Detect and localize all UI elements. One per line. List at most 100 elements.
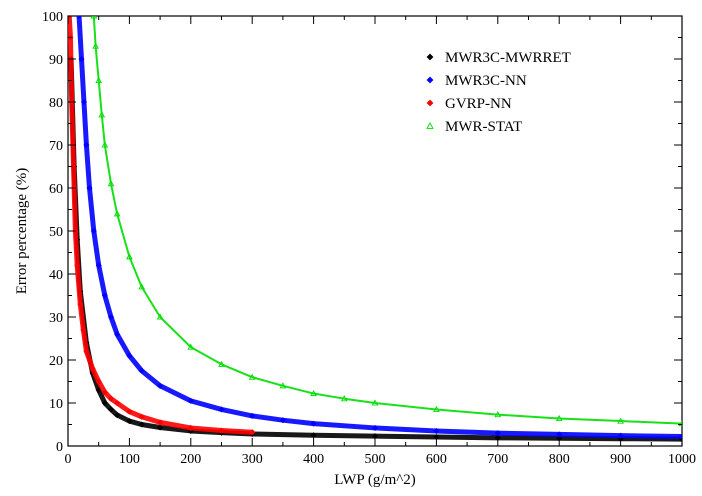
legend: MWR3C-MWRRET MWR3C-NN GVRP-NN MWR-STAT bbox=[426, 50, 571, 135]
data-point bbox=[83, 141, 90, 149]
data-point bbox=[114, 399, 121, 407]
data-point bbox=[555, 414, 563, 422]
data-point bbox=[249, 429, 256, 436]
x-tick-label: 300 bbox=[242, 452, 263, 467]
data-point bbox=[86, 184, 93, 192]
x-tick-label: 1000 bbox=[668, 452, 696, 467]
data-point bbox=[90, 227, 97, 235]
data-point bbox=[92, 42, 99, 49]
plot-frame bbox=[67, 15, 683, 447]
data-point bbox=[310, 390, 317, 397]
data-point bbox=[98, 111, 106, 118]
data-point bbox=[126, 408, 133, 415]
data-point bbox=[95, 262, 102, 269]
data-point bbox=[617, 417, 624, 424]
y-tick-label: 90 bbox=[49, 53, 63, 68]
data-point bbox=[138, 413, 145, 420]
data-point bbox=[218, 360, 225, 367]
data-marks bbox=[68, 16, 682, 443]
data-point bbox=[107, 406, 115, 413]
x-tick-label: 200 bbox=[180, 452, 201, 467]
data-point bbox=[114, 331, 121, 338]
y-tick-label: 40 bbox=[49, 268, 63, 283]
legend-marker bbox=[426, 122, 434, 129]
series-mwr-stat bbox=[90, 16, 682, 427]
x-tick-label: 600 bbox=[426, 452, 447, 467]
legend-label: GVRP-NN bbox=[445, 96, 512, 112]
series-mwr3c-nn bbox=[76, 16, 682, 440]
legend-label: MWR-STAT bbox=[445, 119, 522, 135]
y-tick-label: 30 bbox=[49, 311, 63, 326]
data-point bbox=[340, 395, 348, 402]
x-axis-title: LWP (g/m^2) bbox=[334, 472, 416, 488]
data-point bbox=[371, 424, 379, 431]
legend-marker bbox=[426, 99, 434, 107]
data-point bbox=[187, 424, 194, 431]
data-point bbox=[157, 419, 164, 426]
data-point bbox=[138, 367, 145, 374]
data-point bbox=[310, 420, 317, 427]
legend-marker bbox=[426, 53, 434, 61]
data-point bbox=[678, 420, 682, 427]
data-point bbox=[83, 348, 90, 355]
y-tick-label: 50 bbox=[49, 225, 63, 240]
data-point bbox=[101, 399, 108, 407]
series-line bbox=[92, 16, 682, 425]
data-point bbox=[138, 283, 146, 290]
data-point bbox=[157, 382, 164, 389]
y-tick-label: 20 bbox=[49, 354, 63, 369]
data-point bbox=[77, 301, 84, 308]
data-point bbox=[101, 292, 108, 299]
data-point bbox=[126, 352, 133, 359]
x-tick-label: 100 bbox=[119, 452, 140, 467]
data-point bbox=[101, 389, 108, 396]
data-point bbox=[556, 431, 563, 438]
data-point bbox=[90, 16, 98, 19]
data-point bbox=[89, 365, 96, 372]
data-point bbox=[310, 432, 317, 439]
data-point bbox=[494, 411, 502, 418]
data-point bbox=[279, 382, 287, 389]
series-line bbox=[76, 16, 682, 440]
y-tick-label: 100 bbox=[42, 10, 63, 25]
data-point bbox=[80, 326, 87, 333]
data-point bbox=[76, 16, 83, 20]
data-point bbox=[433, 427, 440, 434]
y-axis-title: Error percentage (%) bbox=[14, 168, 30, 295]
data-point bbox=[187, 343, 195, 350]
data-point bbox=[678, 433, 682, 440]
axis-ticks: 0 100 200 300 400 500 600 700 800 900 1000 0 10 20 30 4… bbox=[42, 10, 696, 467]
data-point bbox=[433, 405, 440, 412]
x-tick-label: 400 bbox=[303, 452, 324, 467]
legend-label: MWR3C-MWRRET bbox=[445, 50, 571, 66]
y-tick-label: 10 bbox=[49, 397, 63, 412]
y-tick-label: 70 bbox=[49, 139, 63, 154]
data-point bbox=[126, 418, 133, 425]
x-tick-label: 700 bbox=[487, 452, 508, 467]
data-point bbox=[494, 430, 501, 437]
data-point bbox=[107, 395, 115, 402]
data-point bbox=[95, 378, 102, 385]
data-point bbox=[138, 421, 145, 428]
x-tick-label: 500 bbox=[365, 452, 386, 467]
data-point bbox=[279, 417, 286, 424]
data-point bbox=[157, 424, 164, 431]
legend-label: MWR3C-NN bbox=[445, 73, 527, 89]
data-point bbox=[107, 180, 115, 187]
data-point bbox=[95, 76, 103, 84]
data-point bbox=[74, 262, 81, 269]
data-point bbox=[248, 373, 256, 380]
data-point bbox=[187, 397, 194, 404]
data-point bbox=[78, 55, 85, 63]
y-tick-label: 80 bbox=[49, 96, 63, 111]
data-point bbox=[218, 427, 225, 434]
data-point bbox=[113, 210, 121, 217]
x-tick-label: 0 bbox=[65, 452, 72, 467]
data-point bbox=[101, 141, 109, 148]
data-point bbox=[218, 406, 225, 413]
data-point bbox=[107, 313, 115, 321]
data-point bbox=[80, 98, 87, 106]
data-point bbox=[114, 412, 121, 419]
